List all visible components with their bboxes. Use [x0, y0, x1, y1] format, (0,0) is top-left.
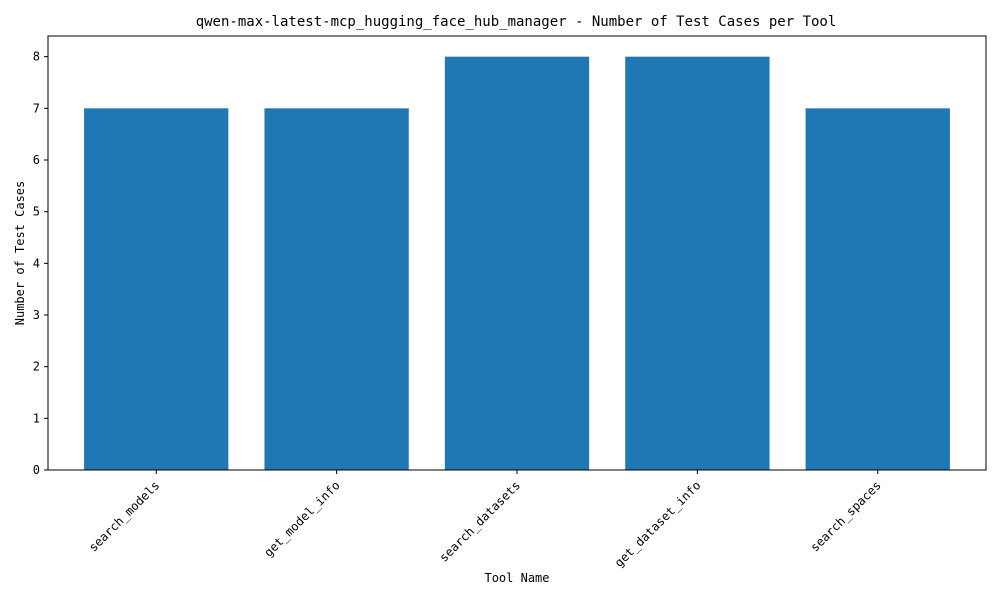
- x-axis: search_models get_model_info search_datase…: [86, 470, 884, 570]
- bar-search-models: [84, 108, 229, 470]
- x-tick-label: search_models: [86, 478, 162, 554]
- y-tick-label: 3: [33, 308, 40, 322]
- plot-area-frame: [47, 35, 987, 471]
- bars-layer: [84, 56, 950, 471]
- y-tick-label: 8: [33, 50, 40, 64]
- y-axis: 0 1 2 3 4 5 6 7 8: [33, 50, 48, 477]
- y-tick-label: 4: [33, 256, 40, 270]
- bar-get-dataset-info: [625, 56, 770, 471]
- y-axis-label: Number of Test Cases: [13, 181, 27, 326]
- y-tick-label: 0: [33, 463, 40, 477]
- x-tick-label: search_datasets: [437, 478, 524, 565]
- y-tick-label: 2: [33, 360, 40, 374]
- y-tick-label: 6: [33, 153, 40, 167]
- x-tick-label: get_dataset_info: [612, 478, 704, 570]
- y-tick-label: 5: [33, 205, 40, 219]
- y-tick-label: 1: [33, 411, 40, 425]
- bar-search-datasets: [444, 56, 590, 471]
- x-axis-label: Tool Name: [484, 571, 549, 585]
- bar-search-spaces: [805, 108, 950, 470]
- chart-title: qwen-max-latest-mcp_hugging_face_hub_man…: [196, 14, 837, 30]
- bar-get-model-info: [264, 108, 409, 470]
- x-tick-label: get_model_info: [261, 478, 342, 559]
- x-tick-label: search_spaces: [808, 478, 884, 554]
- y-tick-label: 7: [33, 101, 40, 115]
